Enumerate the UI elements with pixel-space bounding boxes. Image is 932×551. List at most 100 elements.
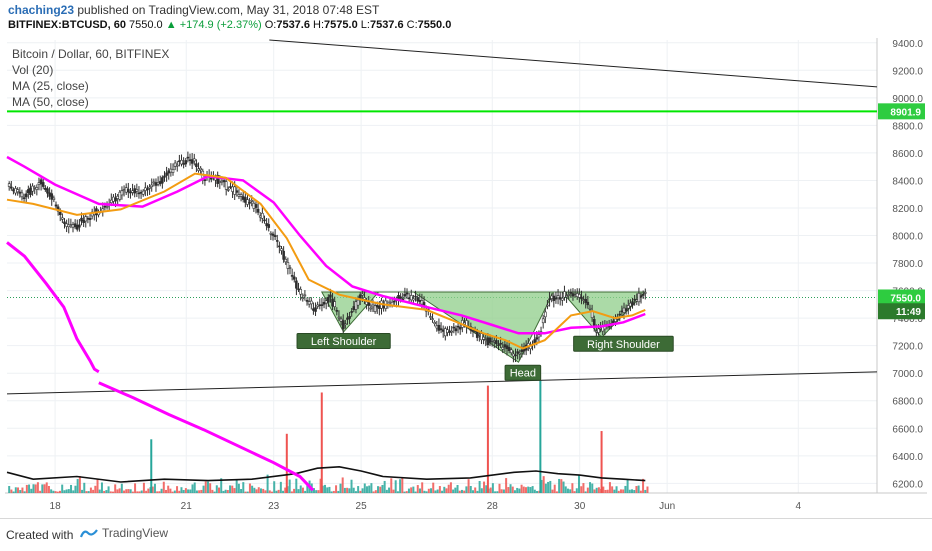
- volume-bar: [169, 488, 172, 493]
- volume-bar: [631, 489, 634, 493]
- volume-bar: [560, 479, 563, 493]
- candle-body: [392, 300, 396, 303]
- volume-bar: [268, 490, 271, 493]
- author-link[interactable]: chaching23: [8, 3, 75, 17]
- candle-body: [278, 245, 281, 248]
- tradingview-brand[interactable]: TradingView: [80, 526, 168, 540]
- volume-bar: [211, 489, 214, 493]
- volume-bar: [187, 489, 190, 493]
- candle-body: [182, 163, 185, 165]
- volume-bar: [522, 486, 525, 493]
- candle-body: [263, 219, 266, 222]
- volume-bar: [352, 487, 355, 493]
- volume-bar: [374, 490, 377, 493]
- volume-bar: [151, 486, 154, 493]
- candle-body: [439, 328, 443, 330]
- right-shoulder-label: Right Shoulder: [587, 339, 660, 351]
- volume-bar: [123, 490, 126, 493]
- volume-bar: [496, 491, 499, 493]
- candle-body: [446, 329, 449, 333]
- volume-bar: [125, 489, 128, 493]
- candle-body: [237, 194, 241, 197]
- candle-body: [280, 248, 283, 251]
- volume-bar: [94, 485, 97, 493]
- volume-bar: [430, 488, 433, 493]
- candle-body: [637, 292, 641, 303]
- volume-bar: [290, 491, 293, 493]
- volume-bar: [628, 489, 631, 493]
- volume-bar: [589, 482, 592, 493]
- candle-body: [52, 197, 56, 200]
- volume-bar: [494, 491, 497, 493]
- candle-body: [290, 275, 294, 277]
- volume-bar: [401, 477, 404, 493]
- legend-item-0: Bitcoin / Dollar, 60, BITFINEX: [12, 47, 169, 61]
- volume-bar: [385, 489, 388, 493]
- candle-body: [88, 218, 92, 220]
- candle-body: [209, 177, 213, 180]
- volume-bar: [41, 484, 44, 493]
- volume-bar: [235, 479, 238, 493]
- volume-bar: [584, 491, 587, 493]
- candle-body: [78, 224, 81, 228]
- candle-body: [595, 330, 598, 333]
- volume-bar: [282, 490, 285, 493]
- volume-bar: [637, 485, 640, 493]
- volume-bar: [469, 485, 472, 493]
- candle-body: [441, 329, 445, 332]
- x-tick-label: 25: [356, 501, 368, 512]
- volume-bar: [642, 478, 645, 493]
- candle-body: [188, 159, 192, 162]
- candle-body: [409, 295, 413, 301]
- ma50-volume-line: [98, 381, 315, 492]
- candle-body: [22, 197, 26, 199]
- volume-bar: [562, 481, 565, 493]
- candle-body: [631, 301, 634, 306]
- volume-bar: [107, 486, 110, 493]
- volume-bar: [257, 487, 260, 493]
- volume-bar: [14, 487, 17, 493]
- candle-body: [518, 352, 522, 355]
- volume-bar: [478, 480, 481, 493]
- y-tick-label: 6800.0: [892, 397, 923, 408]
- volume-bar: [418, 488, 421, 493]
- candle-body: [154, 182, 158, 186]
- volume-bar: [262, 488, 265, 493]
- candle-body: [14, 188, 17, 194]
- volume-bar: [432, 482, 435, 493]
- volume-bar: [639, 490, 642, 493]
- candle-body: [195, 163, 198, 168]
- volume-bar: [195, 490, 198, 493]
- candle-body: [269, 232, 273, 235]
- volume-bar: [436, 489, 439, 493]
- volume-bar: [306, 485, 309, 493]
- candle-body: [152, 181, 156, 184]
- volume-bar: [483, 481, 486, 493]
- candle-body: [146, 188, 149, 191]
- candle-body: [171, 169, 175, 173]
- volume-bar: [337, 490, 340, 493]
- volume-bar: [138, 491, 141, 493]
- candle-body: [16, 189, 19, 193]
- candle-body: [335, 310, 339, 312]
- candle-body: [220, 180, 224, 183]
- y-tick-label: 6600.0: [892, 424, 923, 435]
- volume-bar: [365, 486, 368, 493]
- chart-area[interactable]: 9400.0 9200.0 9000.0 8800.0 8600.0 8400.0 8200…: [5, 38, 927, 516]
- volume-bar: [500, 489, 503, 493]
- candle-body: [626, 305, 630, 309]
- volume-bar: [222, 490, 225, 493]
- volume-bar: [209, 483, 212, 493]
- volume-bar: [266, 474, 269, 493]
- ma50-lower-line: [6, 241, 100, 374]
- candle-body: [371, 304, 375, 308]
- candle-body: [416, 297, 419, 302]
- candle-body: [186, 156, 190, 159]
- chart-header: chaching23 published on TradingView.com,…: [0, 0, 932, 38]
- price-chart[interactable]: 9400.0 9200.0 9000.0 8800.0 8600.0 8400.0 8200…: [5, 38, 927, 516]
- volume-bar: [87, 491, 90, 493]
- candle-body: [29, 187, 32, 195]
- candle-body: [561, 297, 564, 301]
- volume-bar: [109, 491, 112, 493]
- candle-body: [48, 192, 51, 197]
